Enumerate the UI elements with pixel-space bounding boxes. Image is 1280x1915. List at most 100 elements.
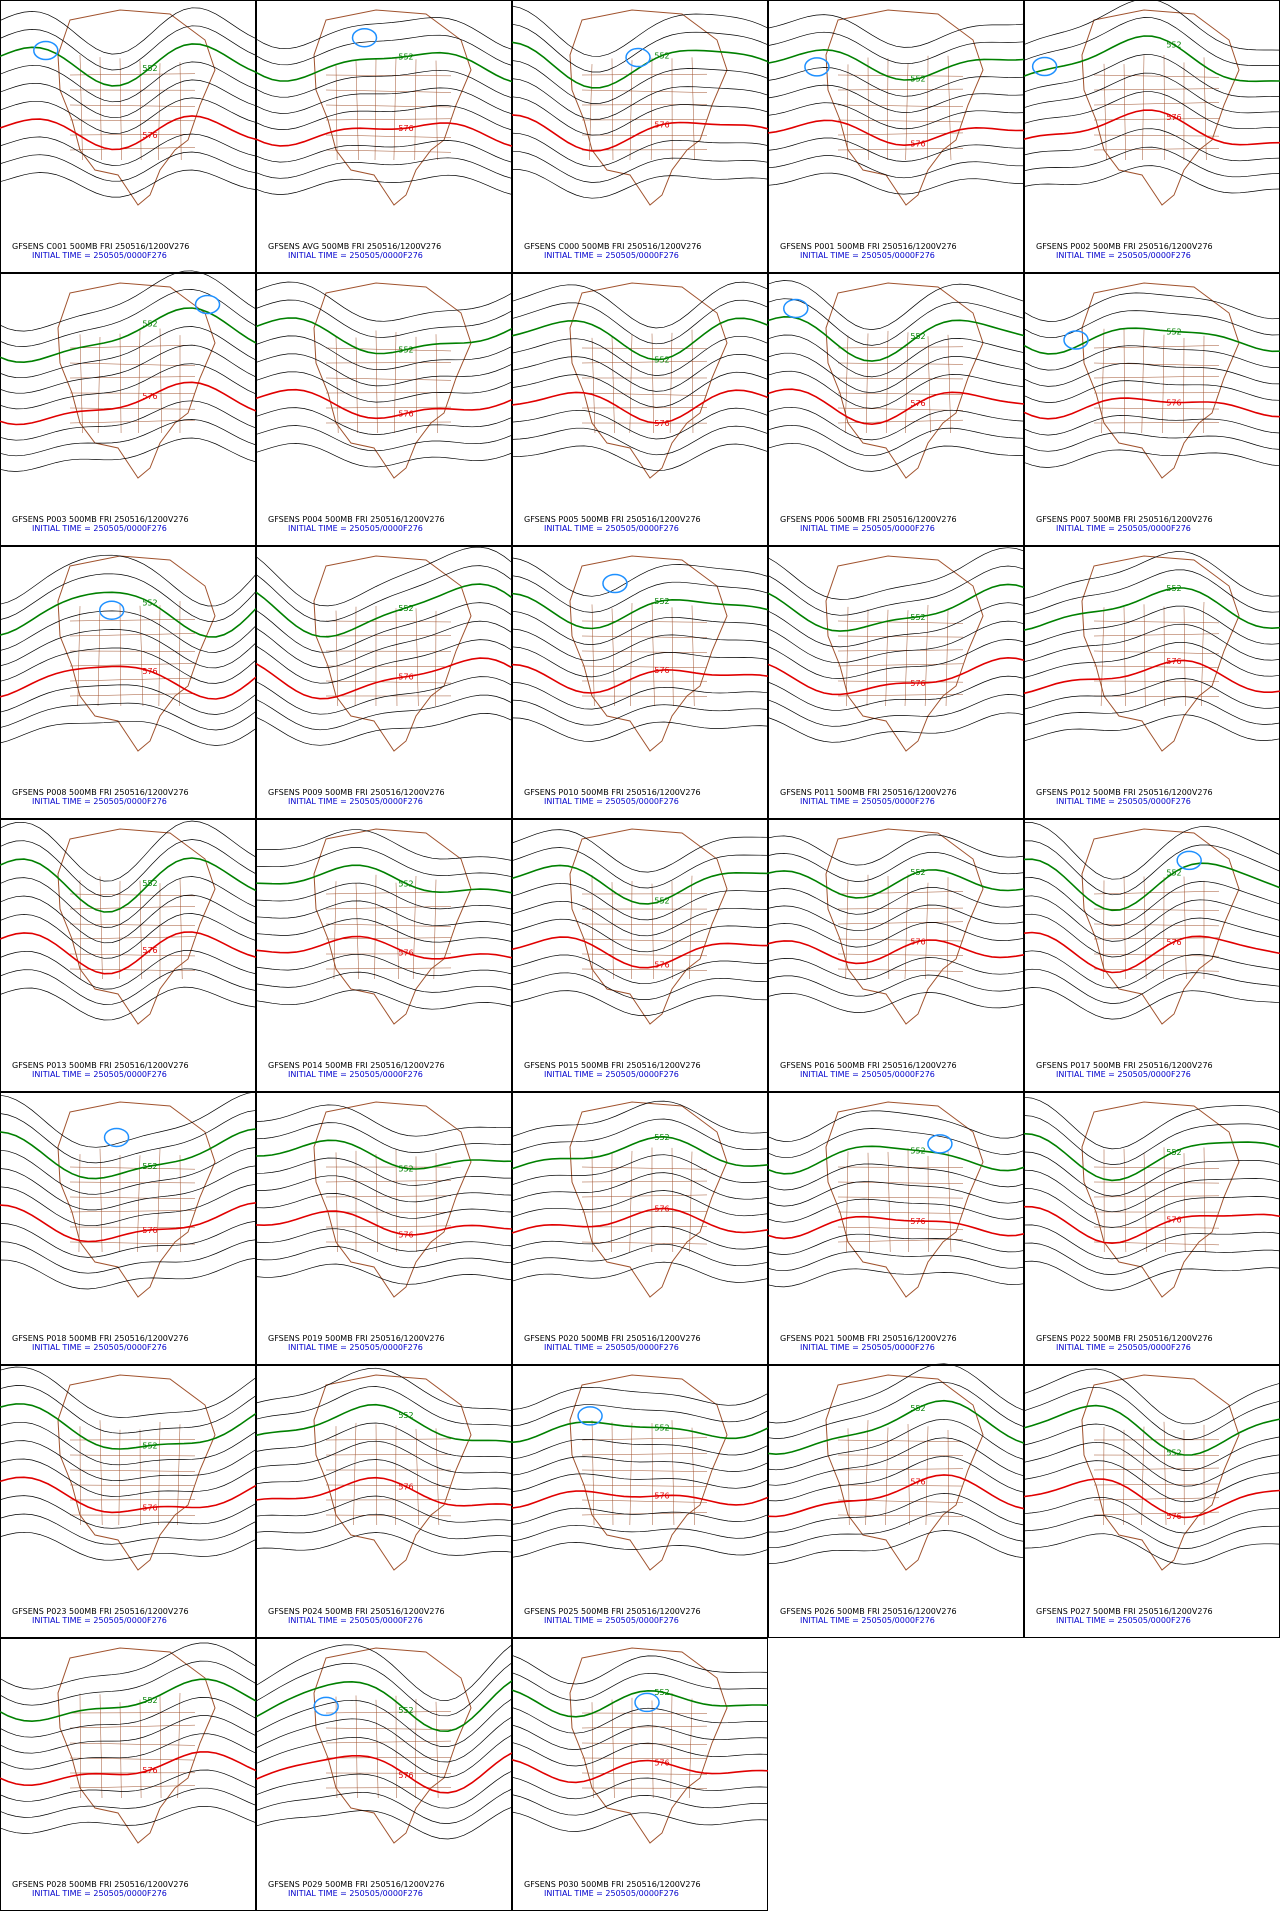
panel-subtitle: INITIAL TIME = 250505/0000F276 <box>800 524 935 533</box>
contour-label: 576 <box>654 666 669 675</box>
contour-label: 576 <box>654 961 669 970</box>
contour-label: 576 <box>142 1504 157 1513</box>
panel-title: GFSENS P018 500MB FRI 250516/1200V276 <box>12 1334 189 1343</box>
panel-subtitle: INITIAL TIME = 250505/0000F276 <box>544 1616 679 1625</box>
panel-subtitle: INITIAL TIME = 250505/0000F276 <box>1056 1616 1191 1625</box>
panel-border <box>1025 274 1280 546</box>
contour-label: 552 <box>654 1688 669 1697</box>
contour-label: 552 <box>142 879 157 888</box>
contour-label: 576 <box>1166 1512 1181 1521</box>
panel-border <box>769 1 1024 273</box>
panel-subtitle: INITIAL TIME = 250505/0000F276 <box>1056 1070 1191 1079</box>
panel-border <box>1 1366 256 1638</box>
panel-subtitle: INITIAL TIME = 250505/0000F276 <box>800 1616 935 1625</box>
contour-label: 552 <box>142 1162 157 1171</box>
contour-label: 576 <box>398 409 413 418</box>
panel-subtitle: INITIAL TIME = 250505/0000F276 <box>32 1070 167 1079</box>
contour-label: 552 <box>910 868 925 877</box>
panel-subtitle: INITIAL TIME = 250505/0000F276 <box>1056 797 1191 806</box>
panel-subtitle: INITIAL TIME = 250505/0000F276 <box>288 251 423 260</box>
panel-border <box>513 1366 768 1638</box>
panel-subtitle: INITIAL TIME = 250505/0000F276 <box>544 797 679 806</box>
contour-label: 552 <box>398 604 413 613</box>
panel-title: GFSENS P006 500MB FRI 250516/1200V276 <box>780 515 957 524</box>
panel-title: GFSENS P019 500MB FRI 250516/1200V276 <box>268 1334 445 1343</box>
contour-label: 576 <box>142 946 157 955</box>
panel-title: GFSENS P026 500MB FRI 250516/1200V276 <box>780 1607 957 1616</box>
contour-label: 576 <box>654 121 669 130</box>
panel-border <box>257 547 512 819</box>
panel-subtitle: INITIAL TIME = 250505/0000F276 <box>544 1070 679 1079</box>
map-panel: 552 576 GFSENS P015 500MB FRI 250516/1200V… <box>512 820 768 1092</box>
panel-subtitle: INITIAL TIME = 250505/0000F276 <box>544 1343 679 1352</box>
panel-title: GFSENS P020 500MB FRI 250516/1200V276 <box>524 1334 701 1343</box>
contour-label: 552 <box>654 52 669 61</box>
panel-border <box>769 1366 1024 1638</box>
panel-title: GFSENS P004 500MB FRI 250516/1200V276 <box>268 515 445 524</box>
panel-title: GFSENS P008 500MB FRI 250516/1200V276 <box>12 788 189 797</box>
panel-title: GFSENS P028 500MB FRI 250516/1200V276 <box>12 1880 189 1889</box>
panel-subtitle: INITIAL TIME = 250505/0000F276 <box>288 1070 423 1079</box>
panel-border <box>1025 1 1280 273</box>
contour-label: 576 <box>1166 657 1181 666</box>
panel-subtitle: INITIAL TIME = 250505/0000F276 <box>32 1889 167 1898</box>
contour-label: 552 <box>398 1411 413 1420</box>
contour-label: 576 <box>398 124 413 133</box>
panel-border <box>257 1 512 273</box>
contour-label: 576 <box>398 1483 413 1492</box>
panel-title: GFSENS P025 500MB FRI 250516/1200V276 <box>524 1607 701 1616</box>
panel-subtitle: INITIAL TIME = 250505/0000F276 <box>544 251 679 260</box>
panel-title: GFSENS AVG 500MB FRI 250516/1200V276 <box>268 242 441 251</box>
map-panel: 552 576 GFSENS P030 500MB FRI 250516/1200V… <box>512 1639 768 1911</box>
contour-label: 576 <box>398 673 413 682</box>
contour-label: 576 <box>654 1758 669 1767</box>
contour-label: 576 <box>910 1478 925 1487</box>
contour-label: 552 <box>1166 1449 1181 1458</box>
panel-border <box>513 1 768 273</box>
panel-title: GFSENS P030 500MB FRI 250516/1200V276 <box>524 1880 701 1889</box>
contour-label: 552 <box>142 1442 157 1451</box>
map-panel: 552 576 GFSENS P010 500MB FRI 250516/1200V… <box>512 547 768 819</box>
panel-title: GFSENS P022 500MB FRI 250516/1200V276 <box>1036 1334 1213 1343</box>
contour-label: 576 <box>910 679 925 688</box>
panel-border <box>1 820 256 1092</box>
panel-subtitle: INITIAL TIME = 250505/0000F276 <box>1056 251 1191 260</box>
panel-border <box>1 547 256 819</box>
contour-label: 552 <box>398 1706 413 1715</box>
panel-subtitle: INITIAL TIME = 250505/0000F276 <box>32 1616 167 1625</box>
contour-label: 576 <box>142 392 157 401</box>
panel-title: GFSENS P012 500MB FRI 250516/1200V276 <box>1036 788 1213 797</box>
panel-subtitle: INITIAL TIME = 250505/0000F276 <box>288 524 423 533</box>
contour-label: 552 <box>1166 584 1181 593</box>
panel-title: GFSENS P017 500MB FRI 250516/1200V276 <box>1036 1061 1213 1070</box>
contour-label: 552 <box>910 1147 925 1156</box>
contour-label: 576 <box>910 1217 925 1226</box>
contour-label: 552 <box>654 597 669 606</box>
contour-label: 576 <box>398 948 413 957</box>
panel-border <box>769 274 1024 546</box>
panel-subtitle: INITIAL TIME = 250505/0000F276 <box>544 524 679 533</box>
panel-title: GFSENS P015 500MB FRI 250516/1200V276 <box>524 1061 701 1070</box>
contour-label: 576 <box>910 938 925 947</box>
panel-subtitle: INITIAL TIME = 250505/0000F276 <box>800 1343 935 1352</box>
panel-subtitle: INITIAL TIME = 250505/0000F276 <box>800 797 935 806</box>
panel-title: GFSENS P010 500MB FRI 250516/1200V276 <box>524 788 701 797</box>
contour-label: 552 <box>654 897 669 906</box>
panel-title: GFSENS P023 500MB FRI 250516/1200V276 <box>12 1607 189 1616</box>
contour-label: 552 <box>142 64 157 73</box>
